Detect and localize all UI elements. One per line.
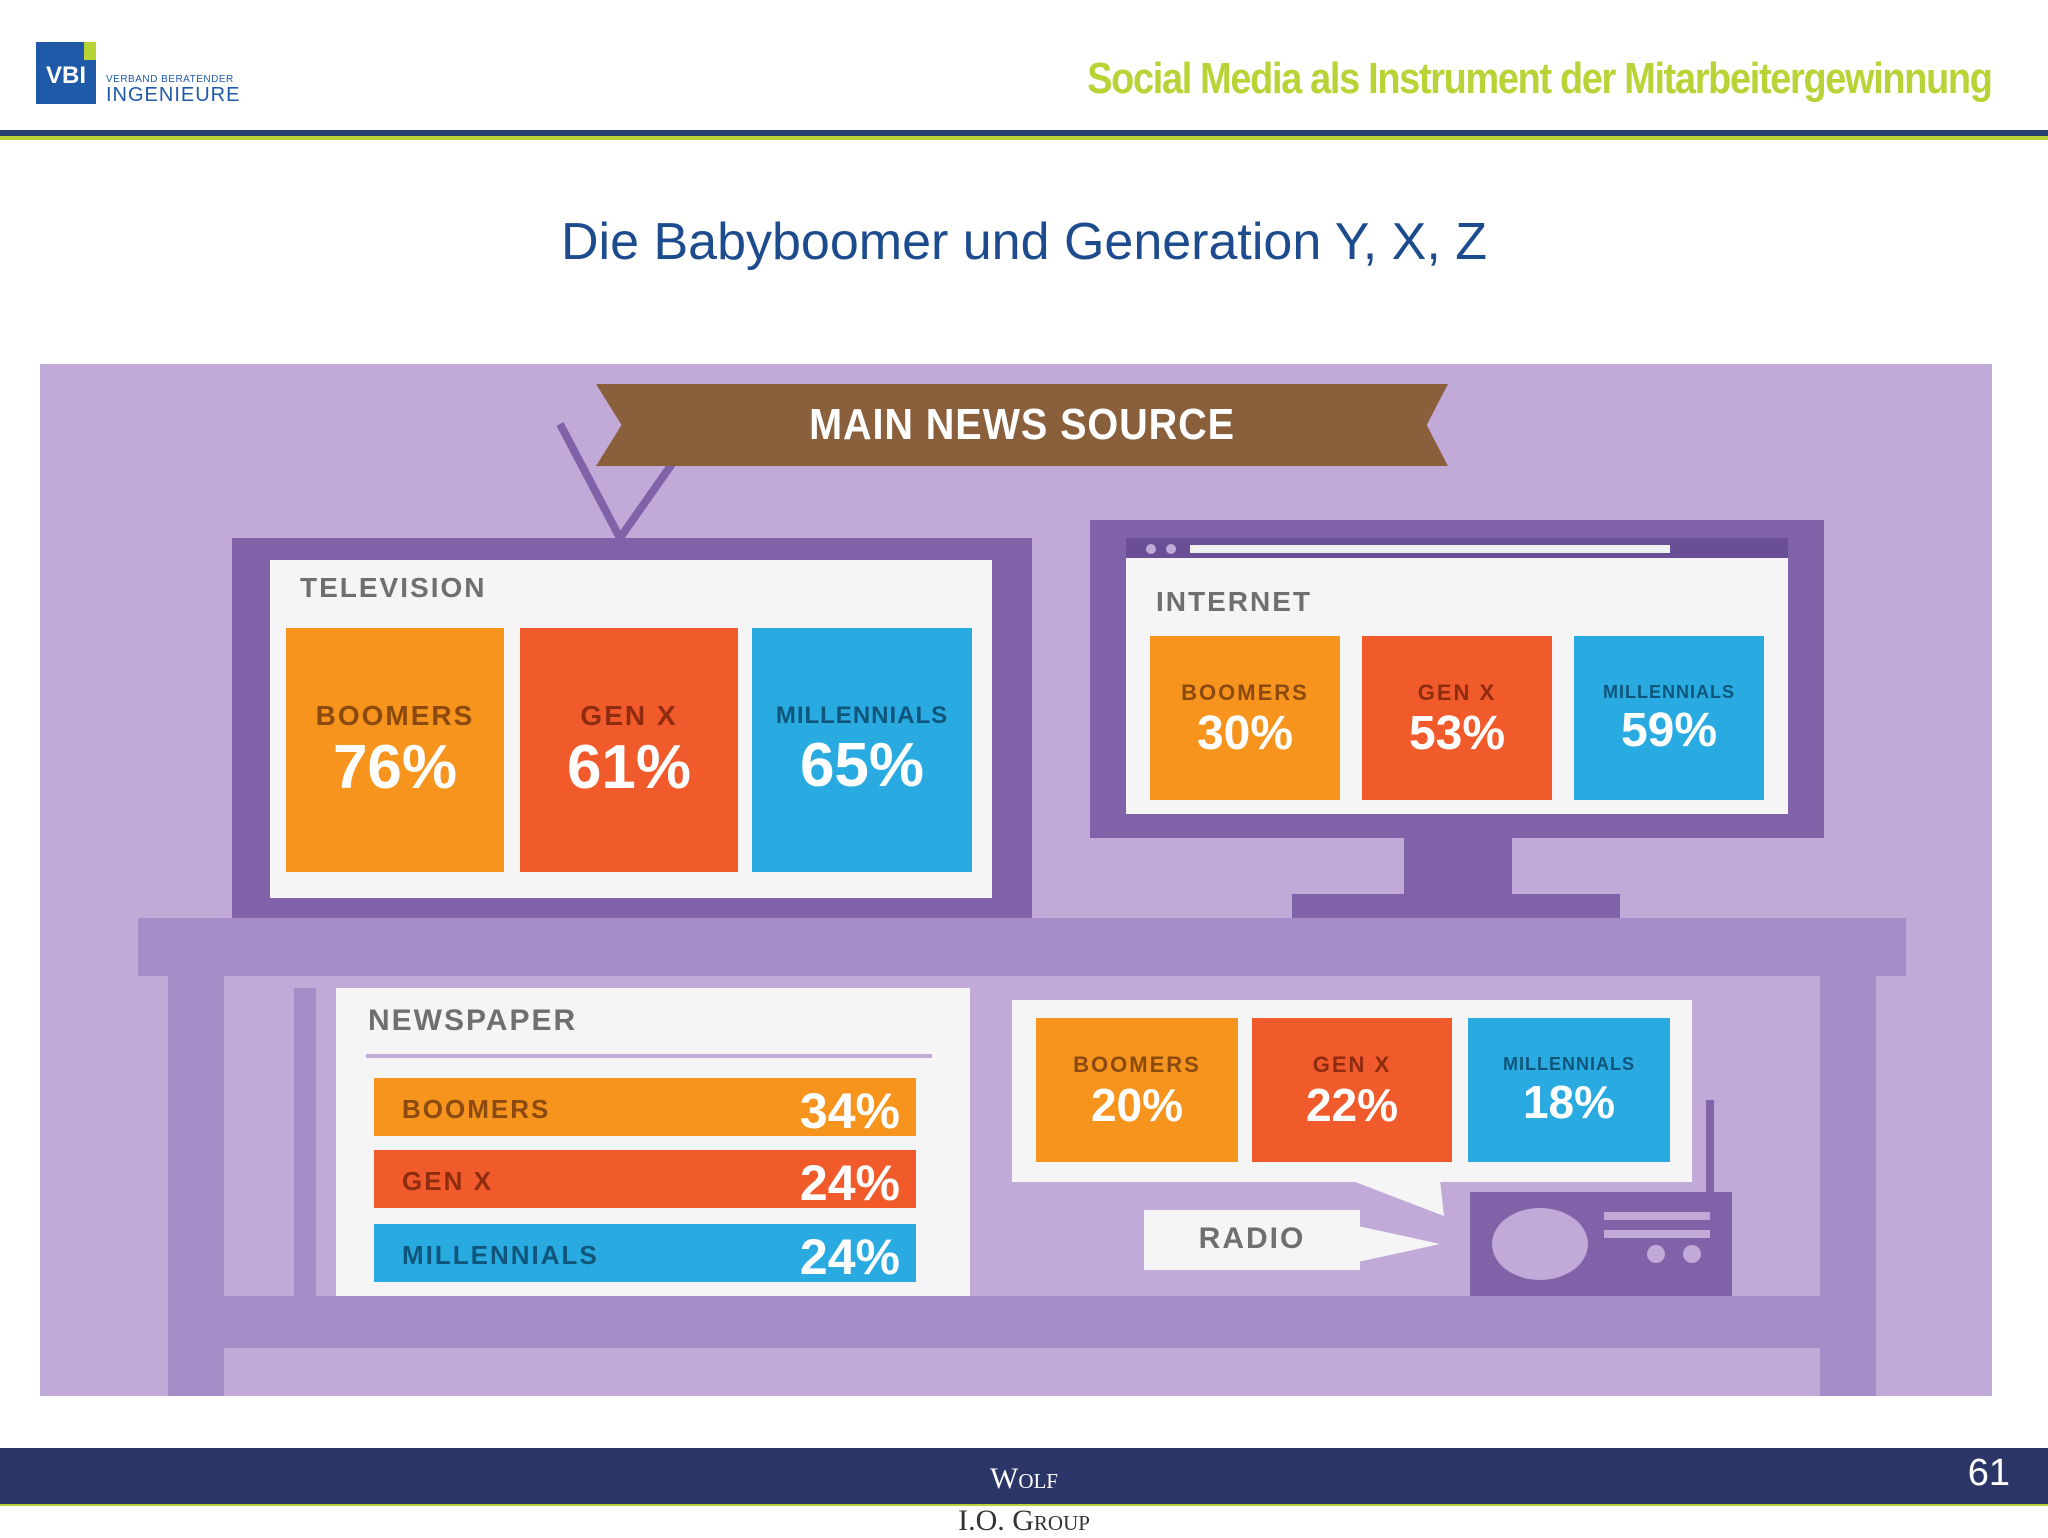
bar-value: 34% bbox=[799, 1083, 900, 1139]
radio-knob-1 bbox=[1647, 1245, 1665, 1263]
tile-category: MILLENNIALS bbox=[1503, 1054, 1635, 1074]
logo-text: VBI bbox=[45, 62, 86, 89]
radio-line-1 bbox=[1604, 1212, 1710, 1220]
tile-category: GEN X bbox=[1417, 680, 1497, 705]
browser-dot-icon bbox=[1166, 544, 1176, 554]
footer-bar bbox=[0, 1448, 2048, 1504]
bar-value: 24% bbox=[799, 1155, 900, 1211]
browser-address-bar bbox=[1190, 545, 1670, 553]
tile-category: BOOMERS bbox=[315, 700, 475, 731]
header-divider-accent bbox=[0, 136, 2048, 140]
header-divider bbox=[0, 130, 2048, 136]
radio-bubble-tail bbox=[1350, 1180, 1444, 1216]
tile-value: 59% bbox=[1620, 704, 1718, 757]
radio-line-2 bbox=[1604, 1230, 1710, 1238]
page-number: 61 bbox=[1967, 1452, 2010, 1494]
internet-boomers-tile: BOOMERS 30% bbox=[1150, 636, 1340, 800]
newspaper-boomers-bar: BOOMERS 34% bbox=[374, 1078, 916, 1139]
banner-ribbon bbox=[596, 384, 1448, 466]
browser-bar bbox=[1126, 538, 1788, 558]
internet-label: INTERNET bbox=[1156, 586, 1312, 617]
footer-line bbox=[0, 1504, 2048, 1506]
tile-value: 61% bbox=[566, 733, 692, 802]
radio-millennials-tile: MILLENNIALS 18% bbox=[1468, 1018, 1670, 1162]
tile-category: GEN X bbox=[1312, 1052, 1392, 1077]
tv-millennials-tile: MILLENNIALS 65% bbox=[752, 628, 972, 872]
tile-value: 30% bbox=[1196, 707, 1294, 760]
main-news-source-infographic: MAIN NEWS SOURCE TELEVISION BOOMERS 76% … bbox=[40, 364, 1992, 1396]
radio-knob-2 bbox=[1683, 1245, 1701, 1263]
tile-category: MILLENNIALS bbox=[775, 702, 949, 729]
tile-category: BOOMERS bbox=[1181, 680, 1309, 705]
radio-speaker bbox=[1492, 1208, 1588, 1280]
tv-boomers-tile: BOOMERS 76% bbox=[286, 628, 504, 872]
bar-value: 24% bbox=[799, 1229, 900, 1285]
monitor-stand bbox=[1292, 894, 1620, 920]
newspaper-genx-bar: GEN X 24% bbox=[374, 1150, 916, 1211]
tile-value: 53% bbox=[1408, 707, 1506, 760]
shelf-bottom bbox=[168, 1296, 1876, 1348]
tile-category: MILLENNIALS bbox=[1603, 682, 1735, 702]
header-title: Social Media als Instrument der Mitarbei… bbox=[1087, 54, 1994, 103]
internet-millennials-tile: MILLENNIALS 59% bbox=[1574, 636, 1764, 800]
banner-title: MAIN NEWS SOURCE bbox=[809, 400, 1235, 449]
slide-title: Die Babyboomer und Generation Y, X, Z bbox=[561, 213, 1487, 271]
shelf-top bbox=[138, 918, 1906, 976]
tile-value: 65% bbox=[799, 731, 925, 800]
bar-category: GEN X bbox=[402, 1166, 493, 1196]
tile-value: 76% bbox=[332, 733, 458, 802]
bar-category: BOOMERS bbox=[402, 1094, 551, 1124]
footer-company-name: Wolf bbox=[990, 1462, 1058, 1495]
logo-subtitle-big: INGENIEURE bbox=[106, 84, 241, 106]
newspaper-millennials-bar: MILLENNIALS 24% bbox=[374, 1224, 916, 1285]
radio-boomers-tile: BOOMERS 20% bbox=[1036, 1018, 1238, 1162]
tile-category: GEN X bbox=[580, 700, 678, 731]
tile-value: 20% bbox=[1090, 1079, 1184, 1131]
radio-genx-tile: GEN X 22% bbox=[1252, 1018, 1452, 1162]
antenna-left bbox=[556, 422, 624, 540]
logo-subtitle-small: VERBAND BERATENDER bbox=[106, 74, 234, 85]
tile-value: 18% bbox=[1522, 1076, 1616, 1128]
tv-genx-tile: GEN X 61% bbox=[520, 628, 738, 872]
tile-category: BOOMERS bbox=[1073, 1052, 1201, 1077]
monitor-neck bbox=[1404, 838, 1512, 894]
radio-label-tail bbox=[1358, 1226, 1440, 1262]
bar-category: MILLENNIALS bbox=[402, 1240, 599, 1270]
radio-label: RADIO bbox=[1198, 1222, 1306, 1255]
radio-label-box bbox=[1144, 1210, 1360, 1270]
internet-genx-tile: GEN X 53% bbox=[1362, 636, 1552, 800]
browser-dot-icon bbox=[1146, 544, 1156, 554]
newspaper-stand bbox=[294, 988, 316, 1298]
vbi-logo: VBI bbox=[36, 42, 96, 104]
footer-company-group: I.O. Group bbox=[958, 1504, 1090, 1537]
tile-value: 22% bbox=[1305, 1079, 1399, 1131]
newspaper-label: NEWSPAPER bbox=[368, 1004, 578, 1037]
newspaper-rule bbox=[366, 1054, 932, 1058]
logo-accent bbox=[84, 42, 96, 60]
television-label: TELEVISION bbox=[300, 572, 487, 603]
